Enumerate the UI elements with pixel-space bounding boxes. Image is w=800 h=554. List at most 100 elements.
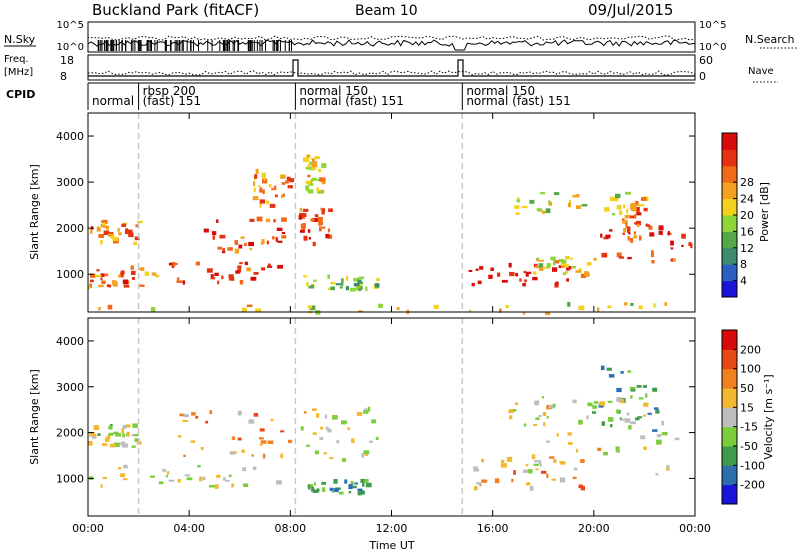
data-cell	[597, 447, 602, 451]
data-cell	[501, 279, 508, 283]
data-cell	[643, 402, 649, 407]
data-cell	[110, 443, 116, 448]
data-cell	[314, 450, 319, 455]
data-cell	[133, 241, 137, 246]
y-tick-label: 2000	[56, 427, 84, 440]
colorbar-tick-label: 15	[740, 401, 754, 414]
data-cell	[256, 216, 263, 222]
data-cell	[353, 282, 360, 287]
freq-trace	[87, 59, 696, 77]
data-cell	[275, 194, 278, 198]
data-cell	[318, 221, 322, 226]
data-cell	[177, 479, 182, 483]
data-cell	[277, 240, 283, 243]
colorbar-tick-label: 4	[740, 275, 747, 288]
data-cell	[636, 212, 642, 216]
data-cell	[138, 268, 142, 271]
data-cell	[661, 420, 664, 426]
data-cell	[593, 257, 597, 261]
data-cell	[329, 457, 334, 460]
data-cell	[120, 272, 124, 278]
colorbar-swatch	[722, 484, 737, 505]
data-cell	[554, 283, 559, 288]
data-cell	[308, 183, 314, 186]
data-cell	[524, 279, 527, 283]
data-cell	[575, 448, 578, 453]
data-cell	[358, 287, 361, 292]
data-cell	[89, 279, 94, 283]
data-cell	[217, 280, 220, 285]
data-cell	[586, 262, 592, 266]
data-cell	[300, 215, 305, 219]
data-cell	[131, 270, 136, 275]
data-cell	[102, 219, 108, 224]
data-cell	[350, 481, 354, 485]
data-cell	[210, 277, 216, 280]
data-cell	[176, 280, 183, 283]
data-cell	[300, 223, 304, 228]
data-cell	[556, 433, 559, 437]
data-cell	[607, 400, 613, 403]
data-cell	[536, 257, 540, 260]
data-cell	[123, 478, 128, 481]
data-cell	[615, 446, 620, 452]
velocity-x-axis: 00:00 04:00 08:00 12:00 16:00 20:00 00:00	[72, 318, 711, 535]
data-cell	[255, 308, 262, 312]
nave-label: Nave	[748, 66, 774, 77]
data-cell	[253, 187, 256, 193]
data-cell	[132, 423, 138, 428]
data-cell	[246, 304, 253, 307]
freq-frame	[87, 54, 696, 81]
data-cell	[357, 491, 362, 496]
data-cell	[505, 305, 509, 309]
data-cell	[327, 274, 330, 279]
data-cell	[310, 166, 317, 170]
data-cell	[265, 200, 270, 205]
data-cell	[252, 196, 259, 201]
data-cell	[276, 227, 283, 231]
data-cell	[623, 204, 626, 209]
data-cell	[612, 213, 616, 216]
data-cell	[638, 235, 642, 241]
data-cell	[144, 271, 149, 276]
data-cell	[271, 187, 274, 191]
data-cell	[214, 272, 219, 276]
data-cell	[320, 207, 324, 211]
data-cell	[132, 434, 139, 437]
colorbar-tick-label: -200	[740, 479, 765, 492]
data-cell	[321, 189, 325, 194]
data-cell	[92, 435, 97, 439]
data-cell	[316, 187, 319, 192]
data-cell	[592, 405, 597, 409]
data-cell	[552, 267, 558, 272]
nsky-series	[87, 39, 696, 51]
data-cell	[494, 478, 500, 484]
data-cell	[107, 233, 113, 236]
data-cell	[214, 484, 219, 489]
data-cell	[243, 483, 249, 487]
data-cell	[259, 199, 266, 204]
data-cell	[624, 302, 628, 306]
data-cell	[351, 438, 355, 443]
freq-tick-max: 18	[60, 54, 74, 67]
data-cell	[666, 464, 670, 469]
data-cell	[624, 214, 631, 219]
data-cell	[121, 428, 124, 434]
data-cell	[258, 185, 261, 188]
data-cell	[569, 199, 572, 204]
data-cell	[308, 237, 311, 240]
data-cell	[627, 257, 632, 260]
data-cell	[109, 284, 112, 288]
data-cell	[319, 426, 324, 430]
colorbar-swatch	[722, 330, 737, 350]
freq-strip	[87, 54, 696, 81]
data-cell	[307, 305, 312, 309]
velocity-y-label: Slant Range [km]	[28, 369, 41, 465]
data-cell	[572, 194, 576, 198]
data-cell	[286, 176, 291, 181]
data-cell	[619, 399, 625, 404]
data-cell	[604, 207, 610, 212]
data-cell	[325, 233, 330, 239]
data-cell	[238, 244, 243, 249]
data-cell	[262, 178, 268, 184]
